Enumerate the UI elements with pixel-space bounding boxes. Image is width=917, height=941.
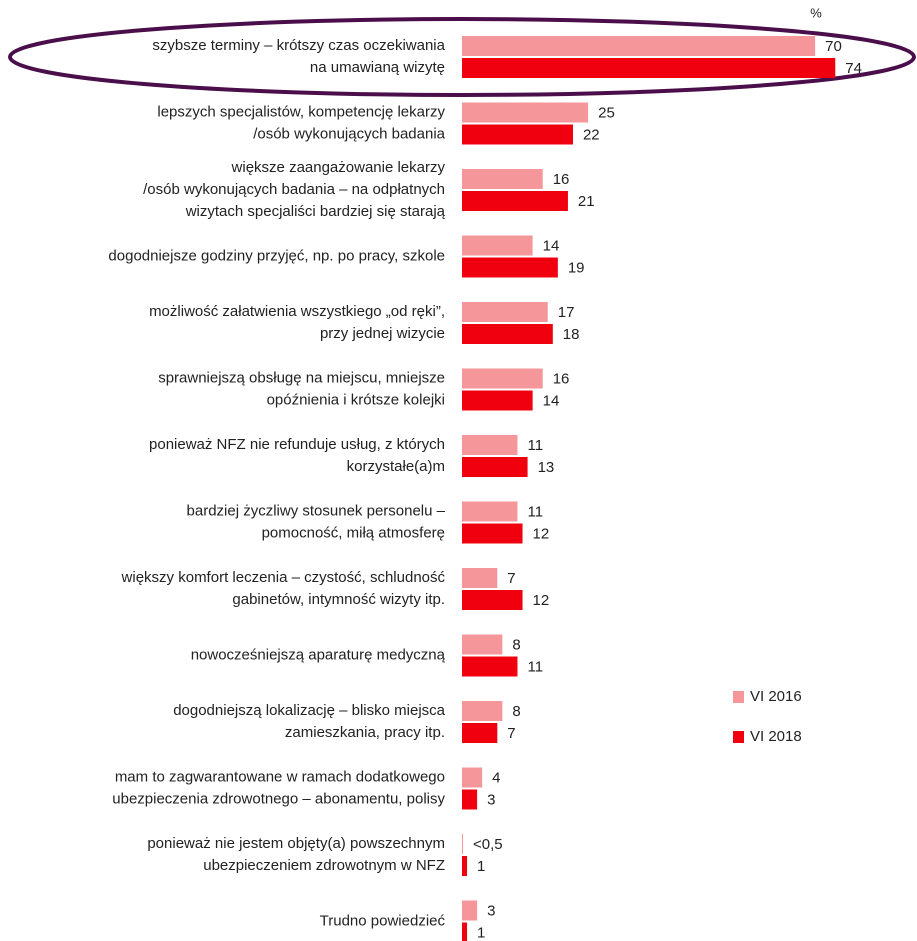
bar (462, 435, 518, 455)
category-label: mam to zagwarantowane w ramach dodatkowe… (115, 768, 445, 785)
value-label: 17 (558, 304, 575, 321)
bar (462, 701, 503, 721)
bar (462, 36, 816, 56)
bar (462, 368, 543, 389)
bar (462, 523, 523, 544)
value-label: 3 (487, 791, 495, 808)
bar (462, 767, 483, 788)
category-label: większy komfort leczenia – czystość, sch… (121, 569, 446, 586)
bar (462, 501, 518, 522)
bar (462, 856, 468, 876)
category-label: /osób wykonujących badania – na odpłatny… (143, 181, 445, 198)
value-label: 13 (538, 459, 555, 476)
category-label: wizytach specjaliści bardziej się staraj… (185, 203, 446, 220)
bar (462, 302, 548, 322)
category-label: /osób wykonujących badania (253, 125, 445, 142)
bar (462, 568, 498, 588)
category-label: szybsze terminy – krótszy czas oczekiwan… (152, 37, 445, 54)
value-label: 22 (583, 126, 600, 143)
value-label: 25 (598, 104, 615, 121)
bar (462, 634, 503, 655)
bar (462, 723, 498, 743)
value-label: 11 (527, 658, 543, 675)
value-label: 11 (527, 437, 543, 454)
bar (462, 102, 589, 123)
value-label: 1 (477, 858, 485, 875)
value-label: 1 (477, 924, 485, 941)
category-label: większe zaangażowanie lekarzy (231, 159, 446, 176)
bar (462, 390, 533, 411)
category-label: przy jednej wizycie (320, 325, 445, 342)
value-label: 19 (568, 259, 585, 276)
category-label: pomocność, miłą atmosferę (262, 524, 445, 541)
value-label: 74 (845, 60, 862, 77)
category-label: ubezpieczenia zdrowotnego – abonamentu, … (112, 790, 445, 807)
category-label: gabinetów, intymność wizyty itp. (232, 591, 445, 608)
value-label: 12 (533, 525, 550, 542)
bar (462, 257, 558, 278)
category-label: możliwość załatwienia wszystkiego „od rę… (149, 303, 445, 320)
bar (462, 900, 478, 921)
value-label: <0,5 (473, 836, 503, 853)
value-label: 12 (533, 592, 550, 609)
value-label: 16 (553, 171, 570, 188)
bar (462, 235, 533, 256)
value-label: 18 (563, 326, 580, 343)
bar (462, 124, 573, 145)
category-label: sprawniejszą obsługę na miejscu, mniejsz… (158, 369, 445, 386)
category-label: dogodniejsze godziny przyjęć, np. po pra… (108, 247, 445, 264)
legend-swatch (733, 691, 744, 703)
bar (462, 834, 464, 854)
category-label: na umawianą wizytę (310, 59, 445, 76)
bar (462, 191, 568, 211)
bar (462, 457, 528, 477)
category-label: bardziej życzliwy stosunek personelu – (187, 502, 446, 519)
bar (462, 922, 468, 941)
legend-swatch (733, 731, 744, 743)
category-label: dogodniejszą lokalizację – blisko miejsc… (173, 702, 445, 719)
category-label: nowocześniejszą aparaturę medyczną (191, 646, 446, 663)
legend-label: VI 2018 (750, 728, 802, 745)
value-label: 8 (512, 636, 520, 653)
category-label: opóźnienia i krótsze kolejki (267, 391, 445, 408)
bar (462, 324, 553, 344)
category-label: ponieważ nie jestem objęty(a) powszechny… (147, 835, 445, 852)
bar (462, 789, 478, 810)
value-label: 7 (507, 570, 515, 587)
value-label: 16 (553, 370, 570, 387)
category-label: korzystałe(a)m (347, 458, 445, 475)
value-label: 4 (492, 769, 500, 786)
bar (462, 590, 523, 610)
value-label: 11 (527, 503, 543, 520)
value-label: 70 (825, 38, 842, 55)
category-label: Trudno powiedzieć (320, 912, 446, 929)
category-label: lepszych specjalistów, kompetencję lekar… (157, 103, 445, 120)
value-label: 3 (487, 902, 495, 919)
unit-label: % (810, 5, 822, 20)
value-label: 14 (543, 392, 560, 409)
value-label: 7 (507, 725, 515, 742)
category-label: ponieważ NFZ nie refunduje usług, z któr… (149, 436, 445, 453)
legend-label: VI 2016 (750, 688, 802, 705)
value-label: 14 (543, 237, 560, 254)
bar (462, 58, 836, 78)
category-label: zamieszkania, pracy itp. (285, 724, 445, 741)
value-label: 8 (512, 703, 520, 720)
category-label: ubezpieczeniem zdrowotnym w NFZ (203, 857, 445, 874)
value-label: 21 (578, 193, 595, 210)
highlight-ellipse (8, 17, 916, 97)
bar (462, 169, 543, 189)
bar (462, 656, 518, 677)
